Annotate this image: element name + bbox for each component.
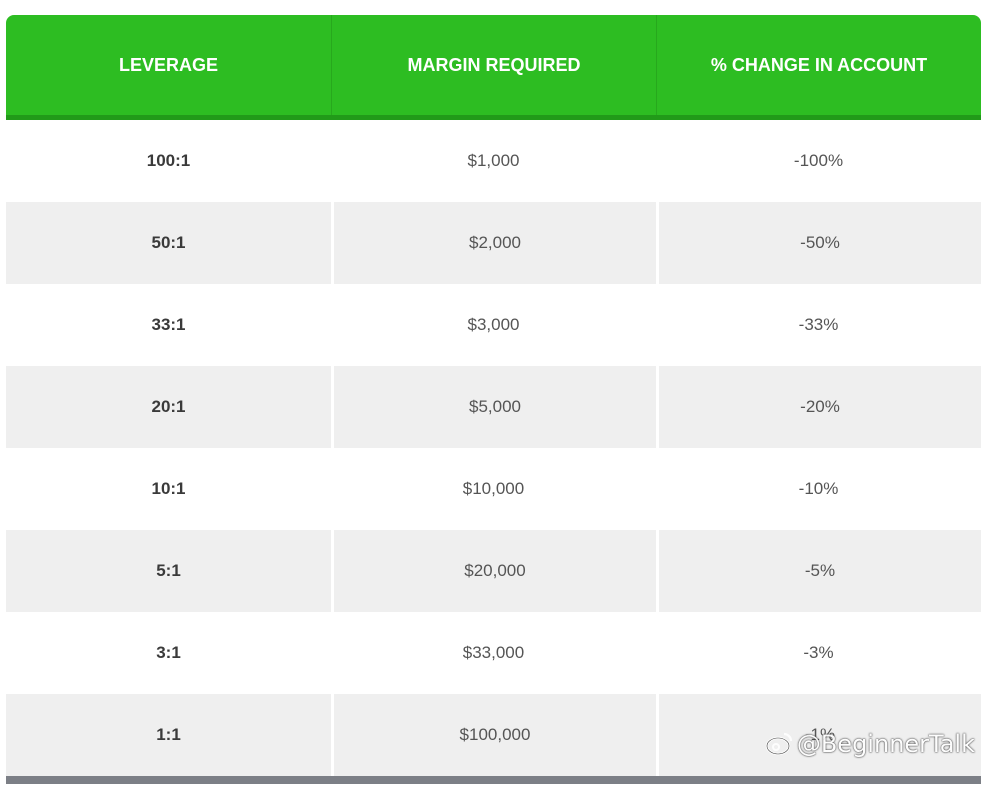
- change-cell: -50%: [656, 202, 981, 284]
- header-margin-required: MARGIN REQUIRED: [331, 15, 656, 115]
- leverage-cell: 100:1: [146, 151, 191, 170]
- leverage-cell: 50:1: [151, 233, 186, 252]
- leverage-cell: 33:1: [151, 315, 186, 334]
- margin-cell: $100,000: [331, 694, 656, 776]
- leverage-cell: 3:1: [156, 643, 181, 662]
- table-row: 33:1 $3,000 -33%: [6, 284, 981, 366]
- table-header: LEVERAGE MARGIN REQUIRED % CHANGE IN ACC…: [6, 15, 981, 120]
- table-row: 50:1 $2,000 -50%: [6, 202, 981, 284]
- table-row: 3:1 $33,000 -3%: [6, 612, 981, 694]
- table-row: 100:1 $1,000 -100%: [6, 120, 981, 202]
- margin-cell: $1,000: [467, 151, 520, 170]
- weibo-icon: [765, 731, 793, 757]
- table-row: 20:1 $5,000 -20%: [6, 366, 981, 448]
- margin-cell: $33,000: [462, 643, 525, 662]
- header-percent-change: % CHANGE IN ACCOUNT: [656, 15, 981, 115]
- margin-cell: $5,000: [331, 366, 656, 448]
- change-cell: -1%: [656, 694, 981, 776]
- leverage-cell: 5:1: [156, 561, 181, 580]
- change-cell: -3%: [803, 643, 834, 662]
- margin-cell: $2,000: [331, 202, 656, 284]
- leverage-cell: 10:1: [151, 479, 186, 498]
- header-leverage: LEVERAGE: [118, 54, 219, 75]
- change-cell: -33%: [798, 315, 839, 334]
- table-footer-bar: [6, 776, 981, 784]
- margin-cell: $10,000: [462, 479, 525, 498]
- table-row: 5:1 $20,000 -5%: [6, 530, 981, 612]
- change-cell: -20%: [656, 366, 981, 448]
- change-cell: -10%: [798, 479, 839, 498]
- leverage-table: LEVERAGE MARGIN REQUIRED % CHANGE IN ACC…: [6, 15, 981, 784]
- change-cell: -100%: [793, 151, 844, 170]
- margin-cell: $20,000: [331, 530, 656, 612]
- leverage-cell: 1:1: [156, 725, 181, 744]
- table-row: 10:1 $10,000 -10%: [6, 448, 981, 530]
- leverage-cell: 20:1: [151, 397, 186, 416]
- watermark-text: @BeginnerTalk: [796, 730, 975, 758]
- watermark: @BeginnerTalk: [765, 730, 975, 758]
- margin-cell: $3,000: [467, 315, 520, 334]
- table-row: 1:1 $100,000 -1%: [6, 694, 981, 776]
- change-cell: -5%: [656, 530, 981, 612]
